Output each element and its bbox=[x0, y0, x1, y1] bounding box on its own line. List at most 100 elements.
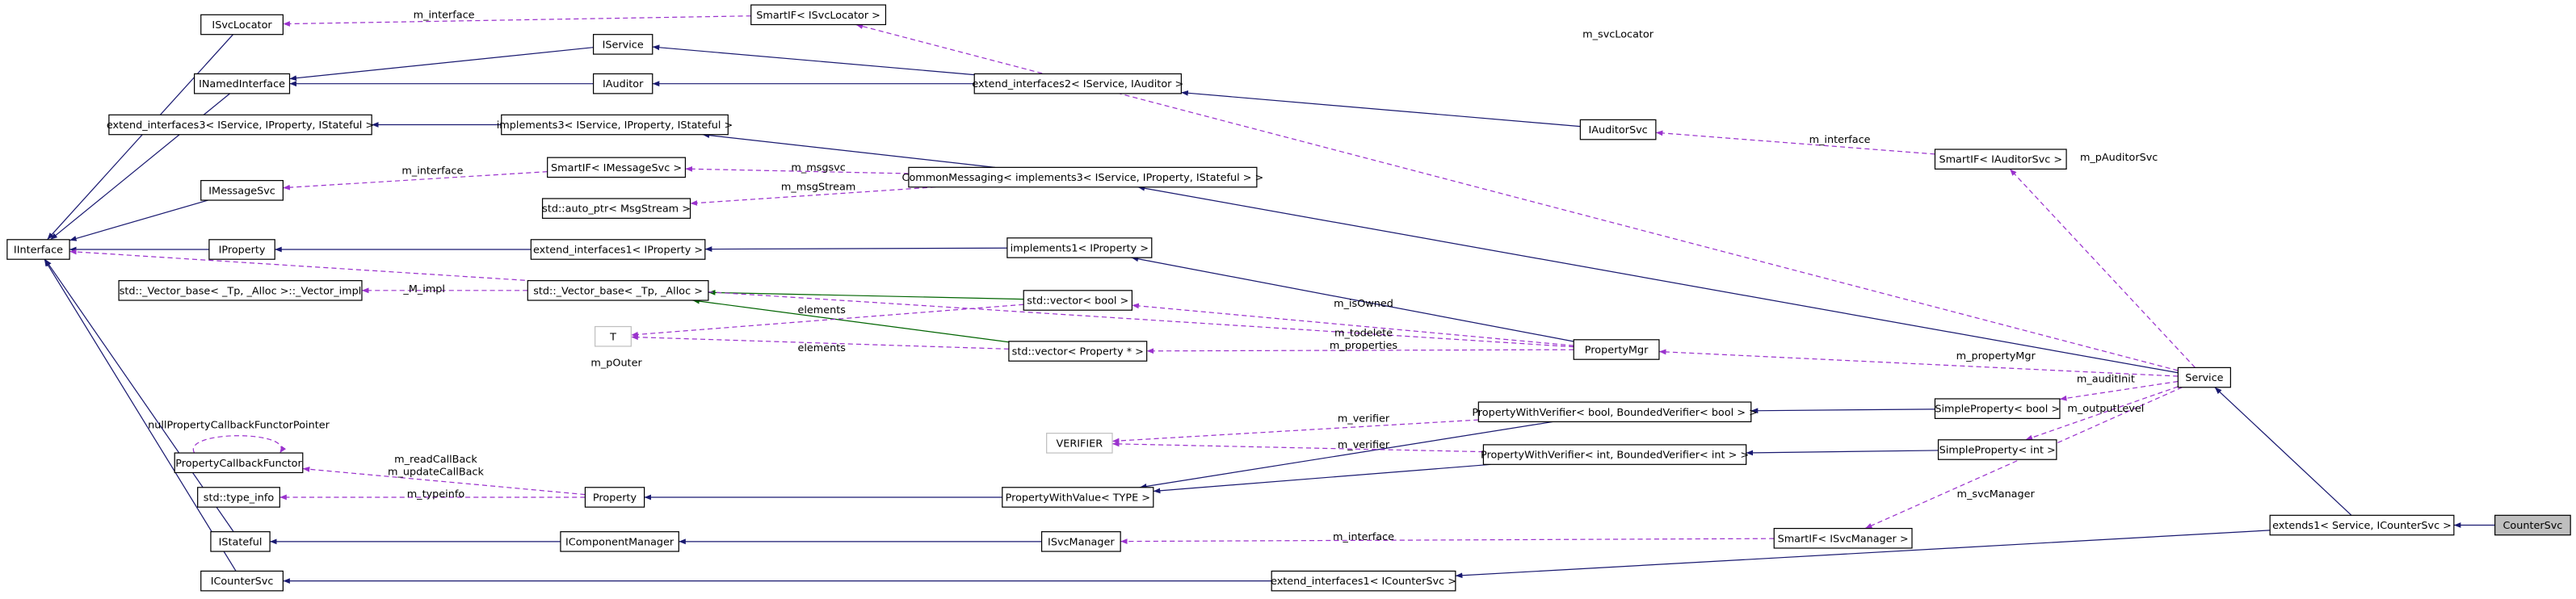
node-label: SimpleProperty< bool > bbox=[1935, 404, 2060, 416]
node-label: IComponentManager bbox=[565, 536, 674, 548]
node-label: T bbox=[609, 331, 616, 343]
edge-label: m_todelete m_properties bbox=[1330, 327, 1397, 351]
edge-label: m_outputLevel bbox=[2067, 403, 2144, 415]
edge-label-line: m_readCallBack bbox=[394, 454, 477, 466]
edge bbox=[1112, 441, 1484, 453]
node-box bbox=[1934, 149, 2067, 170]
node: IComponentManager bbox=[560, 531, 679, 552]
node-label: std::auto_ptr< MsgStream > bbox=[542, 203, 691, 216]
node-label: Service bbox=[2185, 372, 2223, 384]
edge bbox=[2059, 380, 2179, 401]
edge-label: _M_impl bbox=[402, 283, 445, 295]
edge bbox=[1746, 450, 1939, 456]
edge-label-line: m_pAuditorSvc bbox=[2080, 152, 2158, 164]
edge bbox=[1137, 185, 2179, 374]
node-label: PropertyMgr bbox=[1585, 345, 1649, 357]
node: IMessageSvc bbox=[200, 180, 284, 201]
node-label: Property bbox=[593, 492, 637, 504]
node-box bbox=[1934, 398, 2061, 419]
node: IAuditorSvc bbox=[1579, 119, 1657, 140]
node-box bbox=[1008, 341, 1148, 362]
edge-label-line: nullPropertyCallbackFunctorPointer bbox=[148, 419, 330, 431]
node: Property bbox=[584, 487, 645, 508]
node: PropertyCallbackFunctor bbox=[174, 452, 304, 474]
node-box bbox=[541, 198, 691, 219]
edge bbox=[631, 334, 1009, 350]
node-box bbox=[527, 280, 709, 301]
node: PropertyWithVerifier< int, BoundedVerifi… bbox=[1481, 444, 1749, 465]
node: SmartIF< ISvcManager > bbox=[1773, 527, 1913, 549]
node: std::auto_ptr< MsgStream > bbox=[541, 198, 691, 219]
node: ISvcManager bbox=[1040, 531, 1121, 552]
node-box bbox=[530, 239, 706, 260]
node-label: PropertyWithVerifier< int, BoundedVerifi… bbox=[1481, 450, 1749, 462]
node: IAuditor bbox=[592, 73, 653, 94]
node-label: INamedInterface bbox=[199, 78, 285, 90]
edge-label-line: m_isOwned bbox=[1334, 298, 1393, 310]
edge-label: nullPropertyCallbackFunctorPointer bbox=[148, 419, 330, 431]
node: std::vector< bool > bbox=[1023, 290, 1133, 311]
edge bbox=[1146, 348, 1574, 354]
node: INamedInterface bbox=[193, 73, 291, 94]
edge bbox=[47, 34, 233, 241]
node: PropertyWithValue< TYPE > bbox=[1002, 487, 1154, 508]
node: SimpleProperty< int > bbox=[1937, 439, 2057, 460]
node-label: PropertyWithVerifier< bool, BoundedVerif… bbox=[1472, 407, 1757, 419]
edge bbox=[44, 258, 237, 572]
edge-label-line: m_propertyMgr bbox=[1956, 350, 2036, 362]
node-label: std::_Vector_base< _Tp, _Alloc > bbox=[533, 285, 703, 297]
edge-label-line: m_verifier bbox=[1338, 438, 1390, 450]
node-box bbox=[584, 487, 645, 508]
edge-label: m_msgStream bbox=[781, 181, 855, 193]
edge bbox=[1153, 463, 1491, 494]
node: IStateful bbox=[210, 531, 271, 552]
node-box bbox=[174, 452, 304, 474]
node: SmartIF< IAuditorSvc > bbox=[1934, 149, 2067, 170]
edge bbox=[1658, 349, 2179, 377]
edge-label-line: m_interface bbox=[401, 165, 463, 177]
node-box bbox=[973, 73, 1182, 94]
node-label: std::type_info bbox=[204, 492, 275, 504]
node-label: extend_interfaces3< IService, IProperty,… bbox=[107, 119, 374, 132]
node-box bbox=[1040, 531, 1121, 552]
node-box bbox=[592, 34, 653, 55]
edge bbox=[1455, 530, 2271, 579]
node: extends1< Service, ICounterSvc > bbox=[2269, 514, 2455, 536]
node-box bbox=[750, 4, 887, 26]
edge bbox=[69, 199, 208, 241]
node-box bbox=[2177, 367, 2231, 388]
edge-label: m_svcManager bbox=[1957, 488, 2036, 500]
node: std::vector< Property * > bbox=[1008, 341, 1148, 362]
edge bbox=[702, 132, 995, 168]
node-box bbox=[200, 570, 284, 592]
node: PropertyMgr bbox=[1573, 339, 1660, 360]
node: SimpleProperty< bool > bbox=[1934, 398, 2061, 419]
node: std::type_info bbox=[197, 487, 280, 508]
node: VERIFIER bbox=[1046, 433, 1113, 454]
node-label: IInterface bbox=[14, 245, 63, 257]
edge-label: m_pAuditorSvc bbox=[2080, 152, 2158, 164]
edge-label: m_readCallBack m_updateCallBack bbox=[388, 454, 484, 478]
edge bbox=[1112, 419, 1479, 444]
edge-label-line: elements bbox=[797, 341, 846, 354]
edge-label: m_isOwned bbox=[1334, 298, 1393, 310]
node: T bbox=[595, 325, 632, 347]
node-label: implements3< IService, IProperty, IState… bbox=[497, 119, 733, 132]
node-box bbox=[2494, 514, 2571, 536]
edge bbox=[855, 23, 2179, 371]
node-label: std::vector< Property * > bbox=[1012, 346, 1144, 358]
node-box bbox=[200, 180, 284, 201]
edge-label-line: m_verifier bbox=[1338, 413, 1390, 425]
node-box bbox=[118, 280, 363, 301]
node-label: implements1< IProperty > bbox=[1011, 242, 1149, 254]
node-box bbox=[2269, 514, 2455, 536]
node-box bbox=[592, 73, 653, 94]
node-box bbox=[1477, 401, 1752, 423]
node: IProperty bbox=[208, 239, 275, 260]
edge bbox=[2025, 386, 2179, 441]
node-label: extends1< Service, ICounterSvc > bbox=[2272, 520, 2452, 532]
node-label: SmartIF< IMessageSvc > bbox=[551, 162, 682, 174]
node-label: SmartIF< ISvcManager > bbox=[1778, 533, 1909, 545]
node-box bbox=[210, 531, 271, 552]
